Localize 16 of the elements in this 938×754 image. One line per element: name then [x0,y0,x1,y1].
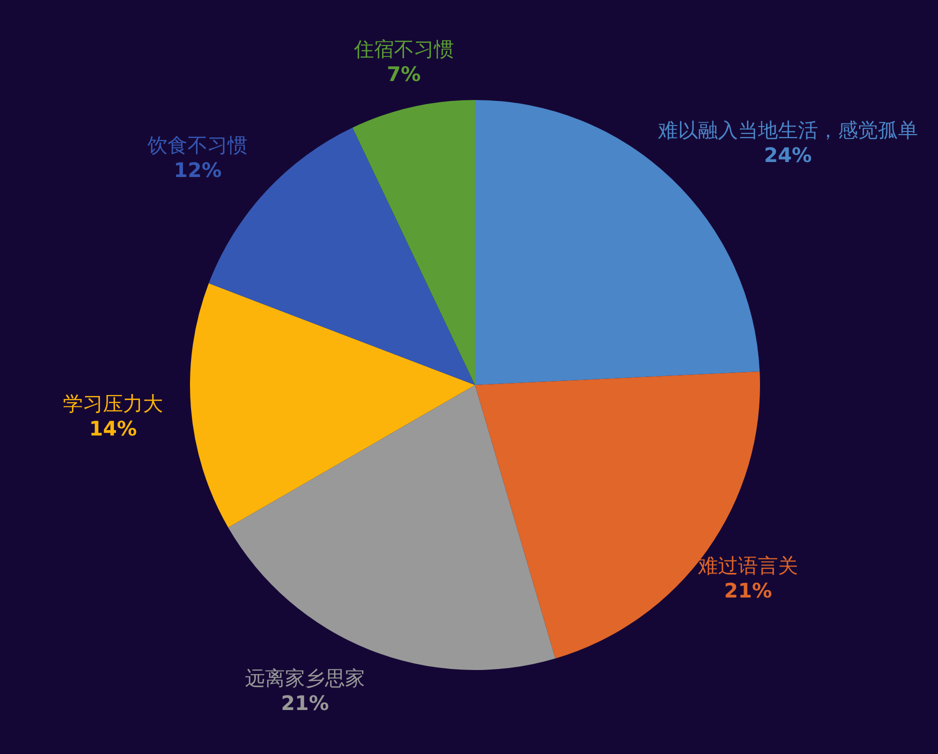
data-label: 24% [764,143,812,168]
slice-label: 远离家乡思家 [244,666,365,690]
pie-slice [190,283,475,528]
pie-slice [475,100,760,385]
slice-label: 难以融入当地生活，感觉孤单 [656,118,918,142]
slice-label: 难过语言关 [697,553,798,578]
pie-slice [352,100,475,385]
slice-label: 学习压力大 [63,392,164,416]
data-label: 12% [174,158,222,182]
data-label: 21% [281,690,329,715]
slice-label: 饮食不习惯 [146,132,248,157]
data-label: 14% [89,416,137,441]
pie-slice [228,385,556,670]
data-label: 21% [724,578,772,602]
data-label: 7% [386,62,421,86]
slice-label: 住宿不习惯 [352,36,454,61]
